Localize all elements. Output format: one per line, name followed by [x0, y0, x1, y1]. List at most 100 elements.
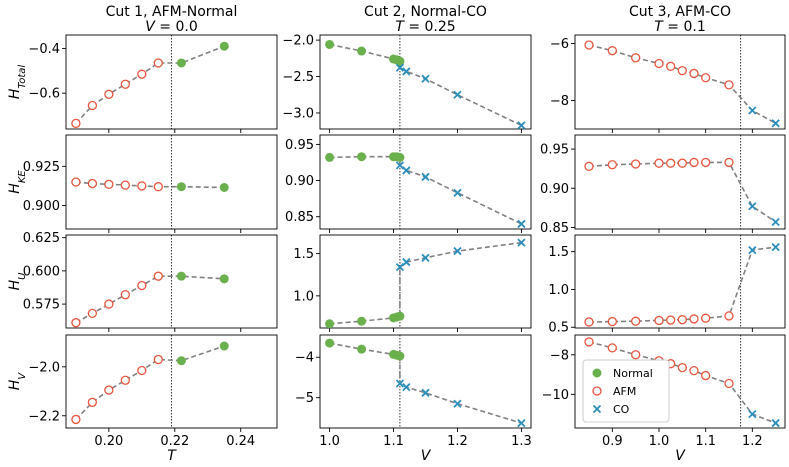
legend-afm-marker [592, 386, 602, 396]
afm-point [584, 317, 594, 327]
afm-point [71, 118, 81, 129]
co-point [395, 161, 405, 170]
afm-point [607, 160, 617, 170]
y-tick-label: 0.600 [23, 264, 60, 279]
y-tick-label: 0.5 [548, 321, 569, 336]
normal-point [357, 316, 367, 326]
y-tick-label: −5 [295, 391, 314, 406]
afm-point [137, 280, 147, 291]
afm-point [631, 53, 641, 63]
y-tick-label: 1.5 [548, 245, 569, 260]
normal-point [176, 182, 186, 192]
column-title: Cut 2, Normal-CO [364, 4, 487, 20]
x-axis-label: V [675, 448, 686, 464]
afm-point [677, 158, 687, 168]
legend-co-marker [592, 404, 602, 414]
y-tick-label: −2.0 [282, 34, 314, 49]
co-point [771, 217, 780, 227]
co-point [395, 63, 405, 72]
y-tick-label: −0.6 [28, 87, 60, 102]
afm-point [631, 350, 641, 360]
panel-frame [65, 134, 278, 230]
co-point [421, 253, 430, 262]
normal-point [325, 338, 335, 348]
co-point [453, 90, 462, 99]
afm-point [654, 315, 664, 326]
normal-point [176, 58, 186, 68]
legend-label: AFM [613, 385, 636, 398]
panel-frame [574, 34, 786, 130]
row-ylabel: HKE [7, 170, 28, 194]
afm-point [153, 58, 163, 68]
y-tick-label: 1.0 [548, 283, 569, 298]
co-point [421, 388, 430, 397]
normal-point [357, 46, 367, 56]
normal-point [325, 152, 335, 162]
y-tick-label: −10 [542, 388, 569, 403]
column-subtitle: V = 0.0 [145, 19, 197, 35]
afm-point [689, 68, 699, 79]
afm-point [724, 157, 734, 168]
co-point [748, 202, 757, 211]
afm-point [71, 414, 81, 425]
series-line [329, 241, 522, 325]
panel-frame [319, 234, 532, 329]
afm-point [71, 177, 81, 187]
x-tick-label: 1.0 [319, 434, 340, 449]
afm-point [677, 65, 687, 76]
afm-point [701, 370, 711, 381]
co-point [748, 410, 757, 419]
row-ylabel: HTotal [7, 65, 28, 100]
y-tick-label: 0.90 [540, 182, 569, 197]
y-tick-label: 1.0 [293, 289, 314, 304]
panel-frame [319, 134, 532, 230]
co-point [395, 262, 405, 272]
afm-point [87, 100, 98, 111]
series-line [75, 275, 225, 324]
x-tick-label: 1.2 [447, 434, 468, 449]
x-tick-label: 1.2 [742, 434, 763, 449]
y-tick-label: −4 [295, 351, 314, 366]
normal-point [176, 271, 186, 281]
co-point [402, 383, 411, 392]
y-tick-label: 0.95 [540, 143, 569, 158]
y-tick-label: −0.4 [28, 42, 60, 57]
afm-point [631, 159, 641, 169]
afm-point [724, 311, 734, 321]
afm-point [137, 181, 147, 191]
column-subtitle: T = 0.25 [395, 19, 455, 35]
normal-point [176, 356, 186, 366]
co-point [421, 74, 430, 83]
afm-point [689, 157, 699, 168]
normal-point [395, 56, 405, 66]
afm-point [104, 385, 114, 395]
afm-point [87, 308, 98, 319]
afm-point [153, 354, 163, 365]
panel-frame [574, 334, 786, 429]
y-tick-label: 0.575 [23, 298, 60, 313]
x-tick-label: 0.24 [226, 434, 255, 449]
y-tick-label: −8 [550, 94, 569, 109]
x-tick-label: 1.1 [383, 434, 404, 449]
afm-point [677, 362, 687, 373]
co-point [453, 399, 462, 408]
afm-point [701, 157, 711, 168]
afm-point [87, 397, 98, 407]
afm-point [607, 316, 617, 327]
y-tick-label: 0.85 [540, 221, 569, 236]
panel-frame [574, 134, 786, 230]
afm-point [104, 179, 114, 190]
afm-point [87, 178, 98, 189]
series-line [329, 43, 522, 127]
afm-point [689, 365, 699, 376]
co-point [402, 166, 411, 175]
x-tick-label: 0.9 [602, 434, 623, 449]
co-point [517, 419, 526, 428]
x-axis-label: T [167, 448, 177, 464]
legend-box [582, 359, 670, 423]
column-subtitle: T = 0.1 [654, 19, 705, 35]
co-point [395, 379, 405, 388]
afm-point [104, 89, 114, 99]
x-tick-label: 0.22 [160, 434, 189, 449]
afm-point [584, 337, 594, 347]
